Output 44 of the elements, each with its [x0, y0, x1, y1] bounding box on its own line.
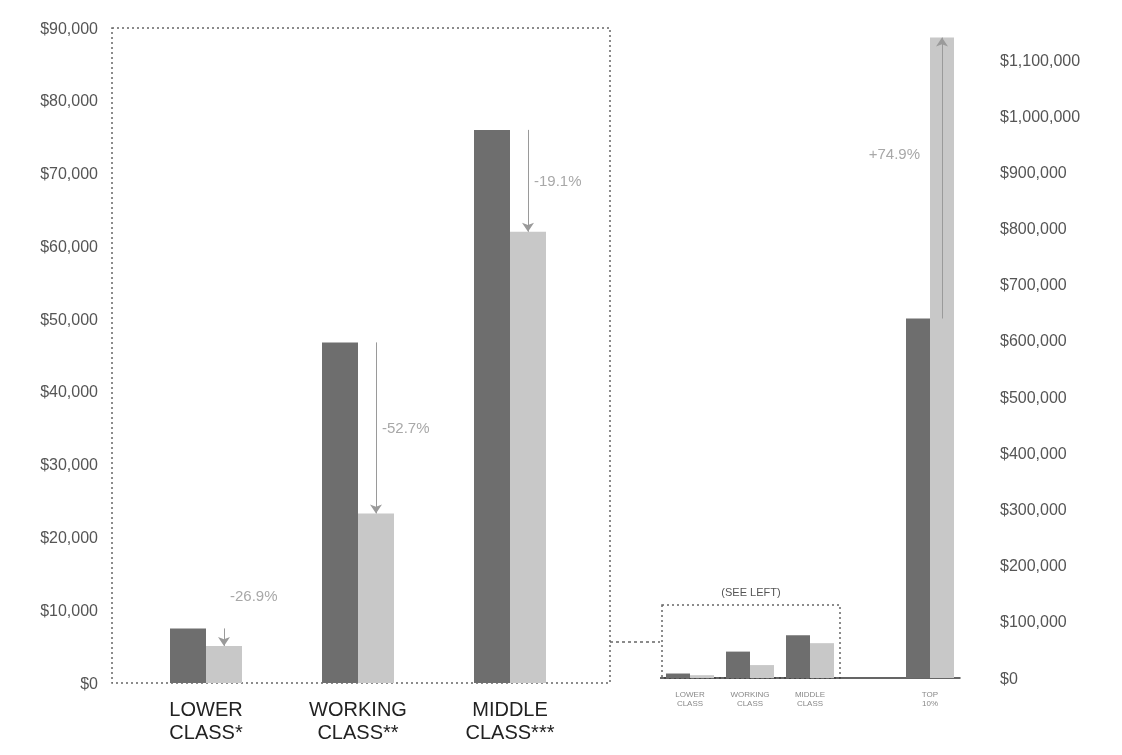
bar [906, 318, 930, 678]
y-tick-label: $30,000 [40, 456, 99, 474]
y-tick-label: $600,000 [1000, 332, 1067, 350]
y-tick-label: $400,000 [1000, 444, 1067, 462]
y-tick-label: $1,100,000 [1000, 51, 1081, 69]
y-tick-label: $0 [1000, 669, 1018, 687]
y-tick-label: $70,000 [40, 165, 99, 183]
bar [810, 643, 834, 678]
bar [358, 513, 394, 683]
bar [726, 651, 750, 678]
annotation: +74.9% [868, 144, 920, 162]
y-tick-label: $500,000 [1000, 388, 1067, 406]
y-tick-label: $10,000 [40, 601, 99, 619]
y-tick-label: $100,000 [1000, 613, 1067, 631]
annotation: -19.1% [534, 172, 582, 190]
x-tick-label: LOWER CLASS [675, 690, 705, 709]
x-tick-label: MIDDLE CLASS [794, 690, 826, 709]
y-tick-label: $0 [80, 674, 99, 692]
bar [690, 675, 714, 678]
x-tick-label: MIDDLE CLASS*** [465, 697, 555, 743]
y-tick-label: $40,000 [40, 383, 99, 401]
x-tick-label: WORKING CLASS [730, 690, 770, 709]
y-tick-label: $60,000 [40, 237, 99, 255]
y-tick-label: $900,000 [1000, 163, 1067, 181]
y-tick-label: $90,000 [40, 19, 99, 37]
y-tick-label: $700,000 [1000, 276, 1067, 294]
bar [750, 665, 774, 678]
x-tick-label: TOP 10% [921, 690, 939, 709]
bar [930, 37, 954, 678]
y-tick-label: $300,000 [1000, 500, 1067, 518]
annotation: -26.9% [230, 587, 278, 605]
bar [206, 645, 242, 683]
x-tick-label: LOWER CLASS* [169, 697, 243, 743]
y-tick-label: $1,000,000 [1000, 107, 1081, 125]
y-tick-label: $20,000 [40, 528, 99, 546]
bar [510, 231, 546, 683]
x-tick-label: WORKING CLASS** [309, 697, 407, 743]
y-tick-label: $800,000 [1000, 220, 1067, 238]
y-tick-label: $50,000 [40, 310, 99, 328]
y-tick-label: $200,000 [1000, 557, 1067, 575]
annotation: (SEE LEFT) [721, 585, 781, 598]
bar [786, 635, 810, 678]
y-tick-label: $80,000 [40, 92, 99, 110]
annotation: -52.7% [382, 419, 430, 437]
